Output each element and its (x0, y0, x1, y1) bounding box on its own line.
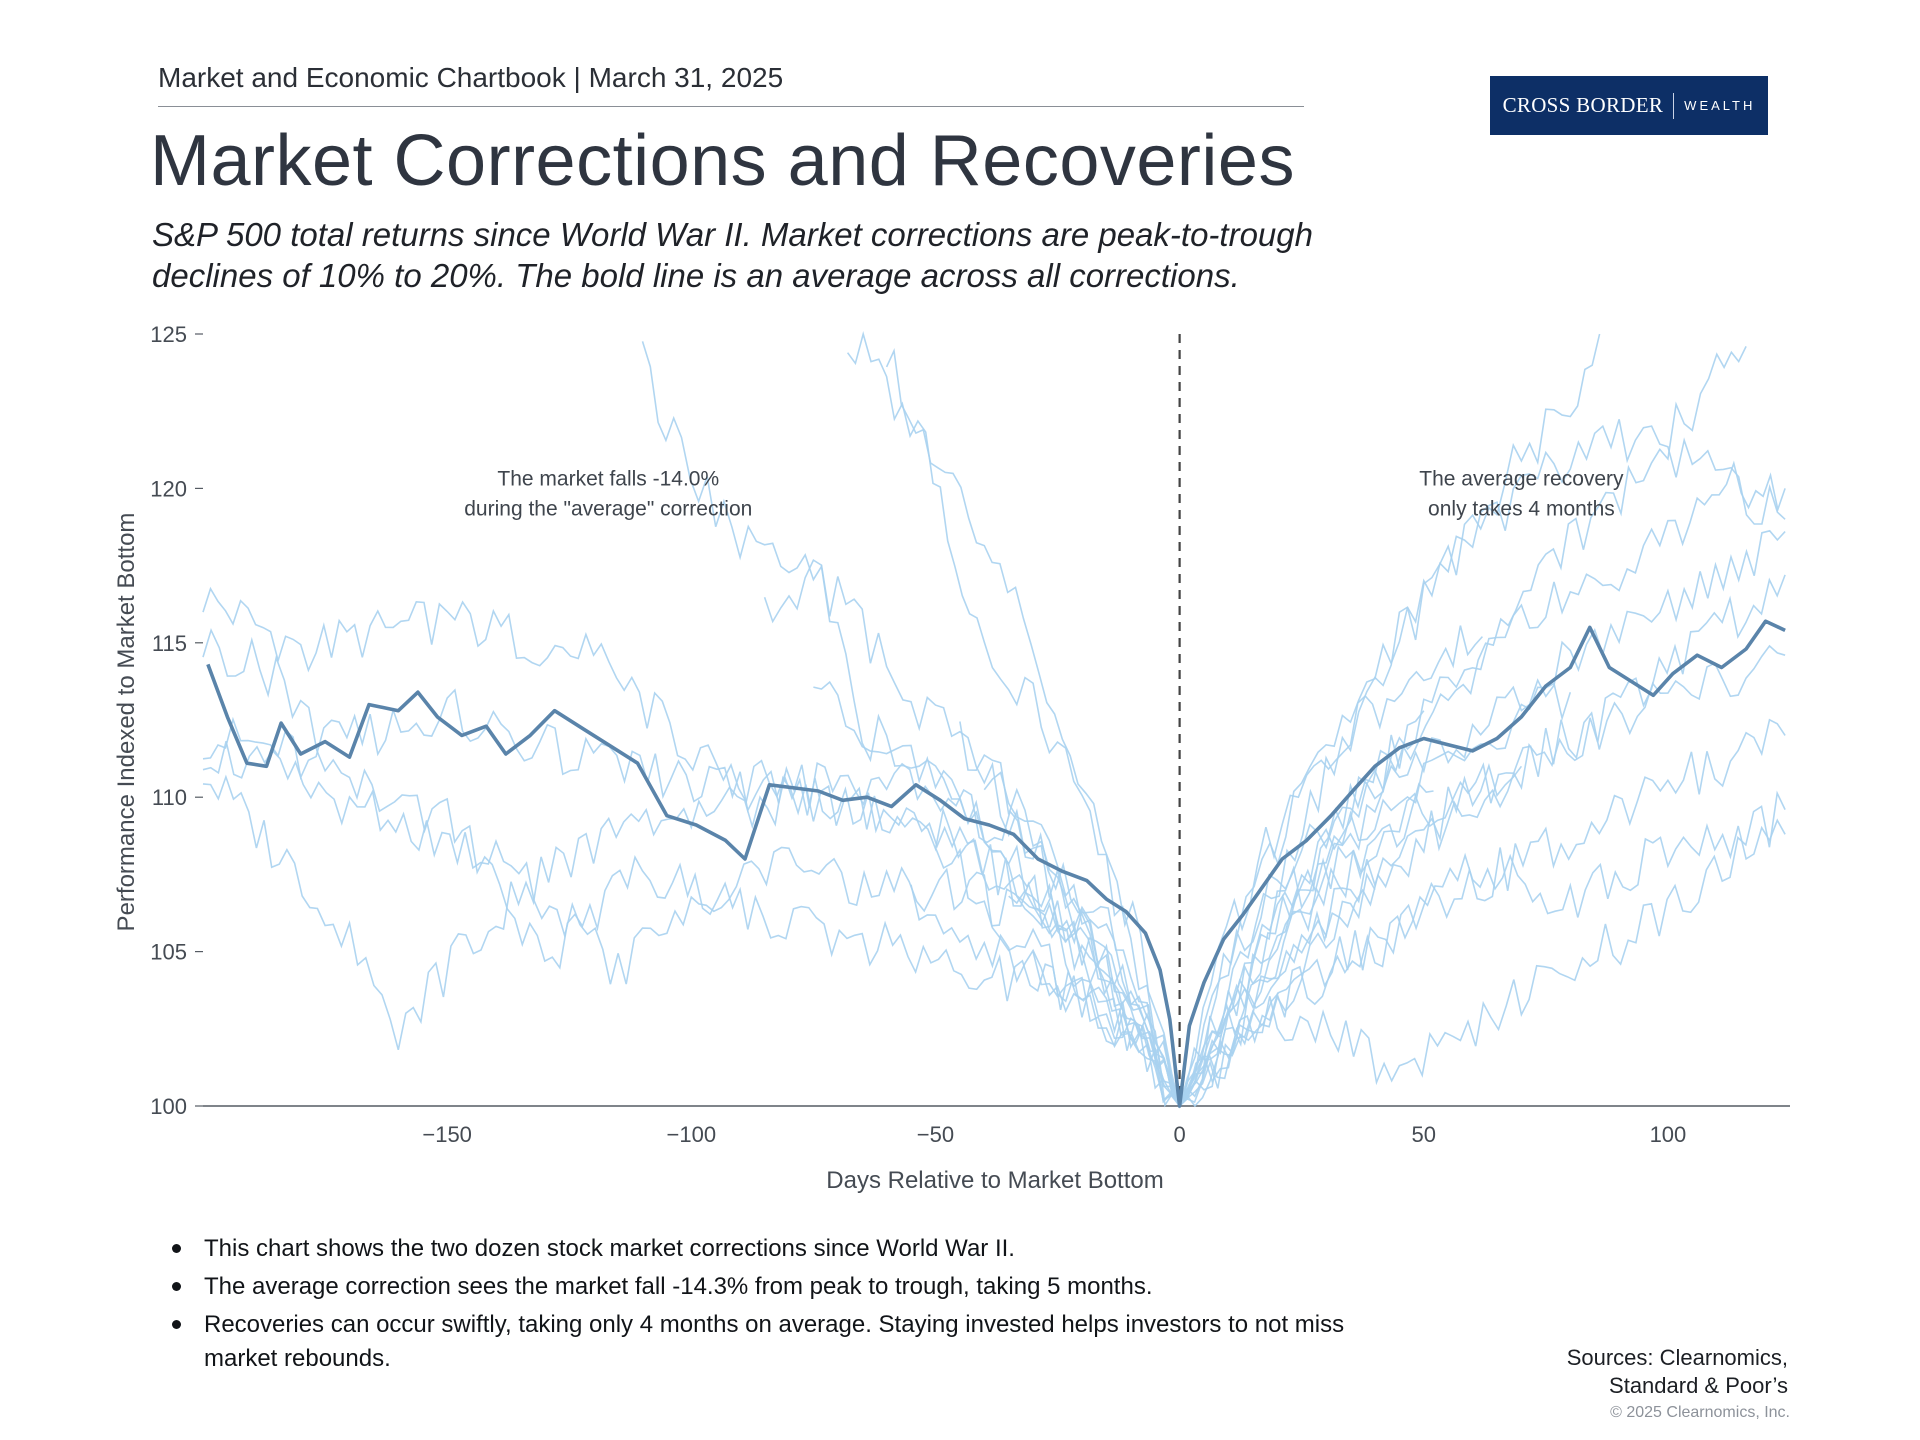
logo-divider (1673, 92, 1675, 119)
chartbook-date: March 31, 2025 (588, 62, 784, 93)
annotation-line: during the "average" correction (464, 497, 752, 520)
sources-note: Sources: Clearnomics, Standard & Poor’s (1567, 1344, 1788, 1400)
y-tick-label: 100 (150, 1094, 187, 1119)
key-point: This chart shows the two dozen stock mar… (162, 1232, 1362, 1266)
correction-series-line (959, 682, 1572, 1109)
brand-logo: CROSS BORDER WEALTH (1490, 76, 1768, 135)
correction-series-line (763, 529, 1786, 1108)
x-tick-label: −150 (422, 1122, 472, 1147)
logo-sub-text: WEALTH (1684, 98, 1756, 113)
correction-series-line (202, 586, 1786, 1108)
key-point: Recoveries can occur swiftly, taking onl… (162, 1308, 1362, 1376)
x-tick-label: 50 (1412, 1122, 1436, 1147)
chart-annotation: The average recovery only takes 4 months (1419, 467, 1624, 520)
y-axis-label: Performance Indexed to Market Bottom (113, 513, 140, 932)
chartbook-name: Market and Economic Chartbook (158, 62, 566, 93)
correction-series-line (846, 330, 1601, 1109)
average-series-line (206, 619, 1786, 1108)
y-tick-label: 110 (152, 785, 187, 810)
correction-series-line (983, 625, 1483, 1109)
correction-series-line (202, 627, 1786, 1108)
x-tick-label: −100 (667, 1122, 717, 1147)
y-tick-label: 115 (152, 631, 187, 656)
correction-series-line (202, 718, 1786, 1108)
correction-series-line (910, 710, 1425, 1108)
x-axis-label: Days Relative to Market Bottom (826, 1167, 1163, 1194)
axis-layer: 100 105 110 115 120 125 −150 −100 −50 0 50 100 (150, 322, 1790, 1147)
chartbook-header: Market and Economic Chartbook | March 31… (158, 62, 783, 94)
correction-series-line (934, 763, 1523, 1108)
header-separator: | (573, 62, 581, 93)
chart-annotation: The market falls -14.0% during the "avera… (464, 467, 752, 520)
label-layer: Days Relative to Market Bottom Performan… (113, 467, 1624, 1194)
key-point: The average correction sees the market f… (162, 1270, 1362, 1304)
y-tick-label: 125 (150, 322, 187, 347)
annotation-line: only takes 4 months (1428, 497, 1615, 520)
correction-series-line (813, 460, 1786, 1109)
chart-subtitle: S&P 500 total returns since World War II… (152, 216, 1313, 294)
average-series-layer (206, 619, 1786, 1108)
correction-series-line (202, 741, 1786, 1108)
individual-series-layer (202, 330, 1786, 1109)
correction-series-line (1008, 782, 1434, 1108)
sources-line-2: Standard & Poor’s (1609, 1373, 1788, 1398)
x-tick-label: 0 (1173, 1122, 1185, 1147)
y-tick-label: 105 (150, 940, 187, 965)
y-tick-label: 120 (150, 476, 187, 501)
sources-line-1: Sources: Clearnomics, (1566, 1345, 1788, 1370)
correction-series-line (1032, 872, 1376, 1108)
x-tick-label: −50 (917, 1122, 954, 1147)
page-title: Market Corrections and Recoveries (150, 121, 1295, 201)
copyright-note: © 2025 Clearnomics, Inc. (1610, 1404, 1790, 1421)
logo-main-text: CROSS BORDER (1502, 93, 1664, 117)
correction-series-line (641, 341, 1747, 1108)
annotation-line: The market falls -14.0% (497, 467, 719, 490)
header-rule (158, 106, 1304, 107)
correction-series-line (885, 347, 1786, 1109)
x-tick-label: 100 (1650, 1122, 1687, 1147)
key-points-list: This chart shows the two dozen stock mar… (162, 1232, 1362, 1380)
annotation-line: The average recovery (1419, 467, 1624, 490)
